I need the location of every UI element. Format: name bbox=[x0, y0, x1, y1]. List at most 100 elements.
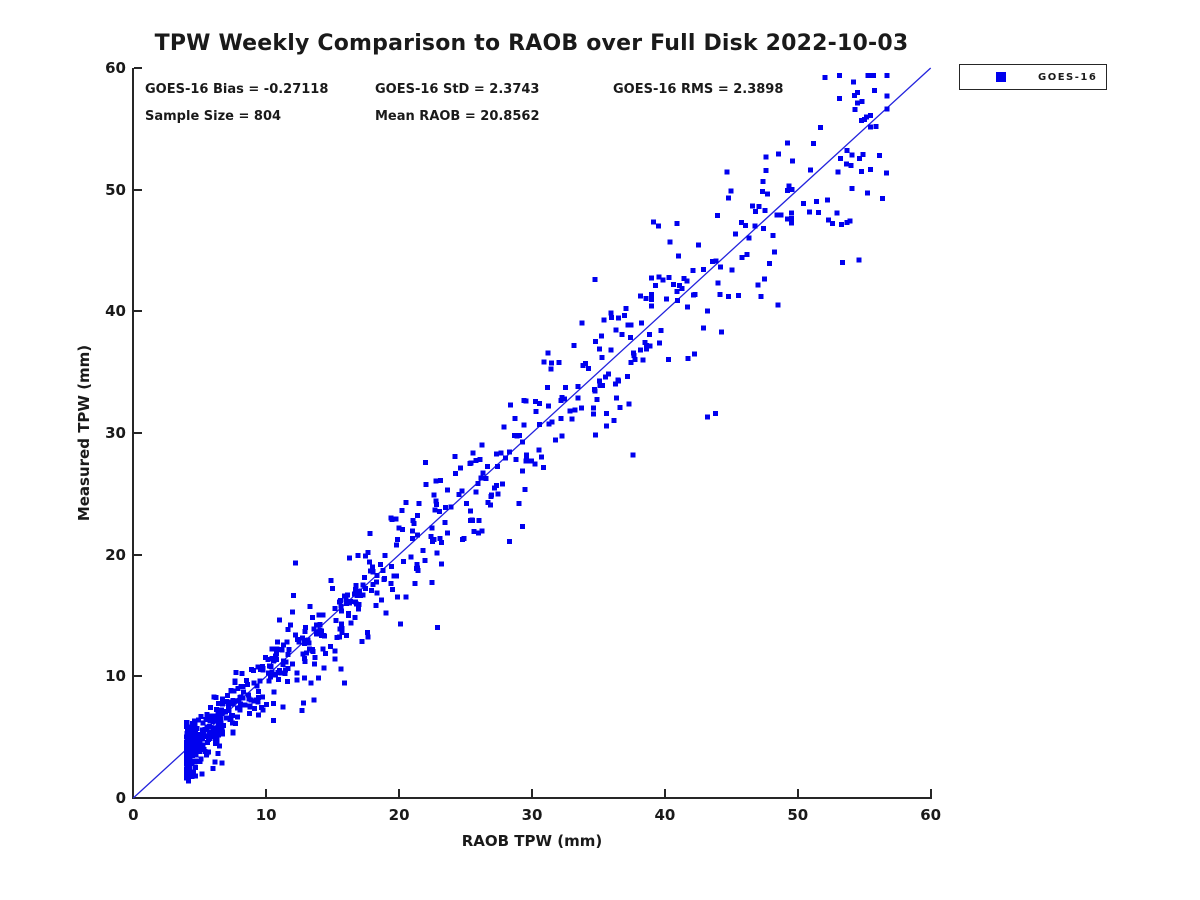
scatter-point bbox=[321, 633, 327, 639]
scatter-point bbox=[393, 542, 399, 548]
scatter-point bbox=[867, 124, 873, 130]
scatter-point bbox=[647, 343, 653, 349]
scatter-point bbox=[232, 721, 238, 727]
scatter-point bbox=[290, 592, 296, 598]
scatter-point bbox=[476, 530, 481, 536]
scatter-point bbox=[506, 538, 512, 544]
scatter-point bbox=[370, 564, 375, 570]
scatter-point bbox=[614, 395, 620, 401]
scatter-point bbox=[306, 640, 312, 646]
x-tick-mark bbox=[663, 789, 666, 797]
scatter-point bbox=[309, 615, 315, 620]
scatter-point bbox=[537, 422, 543, 428]
x-tick-label: 50 bbox=[787, 806, 809, 824]
scatter-point bbox=[868, 113, 873, 119]
scatter-point bbox=[638, 293, 644, 299]
scatter-point bbox=[884, 93, 890, 99]
scatter-point bbox=[789, 220, 794, 226]
scatter-point bbox=[546, 403, 552, 409]
x-tick-label: 60 bbox=[920, 806, 942, 824]
scatter-point bbox=[434, 550, 440, 556]
scatter-point bbox=[257, 678, 263, 684]
scatter-point bbox=[643, 296, 649, 301]
scatter-point bbox=[216, 732, 222, 738]
scatter-point bbox=[401, 559, 407, 564]
scatter-point bbox=[837, 155, 843, 161]
scatter-point bbox=[816, 209, 822, 215]
scatter-point bbox=[191, 769, 197, 775]
scatter-point bbox=[204, 740, 210, 746]
scatter-point bbox=[548, 366, 554, 372]
scatter-point bbox=[605, 371, 611, 377]
scatter-point bbox=[310, 648, 316, 654]
scatter-point bbox=[597, 346, 602, 352]
scatter-point bbox=[553, 437, 559, 443]
scatter-point bbox=[558, 416, 564, 421]
scatter-point bbox=[657, 340, 663, 346]
scatter-point bbox=[643, 346, 649, 352]
scatter-point bbox=[516, 500, 522, 506]
scatter-point bbox=[312, 655, 318, 660]
x-tick-mark bbox=[265, 789, 268, 797]
scatter-point bbox=[868, 167, 874, 173]
scatter-point bbox=[603, 374, 609, 380]
scatter-point bbox=[190, 733, 196, 739]
scatter-point bbox=[193, 752, 199, 758]
scatter-point bbox=[360, 592, 366, 598]
scatter-point bbox=[284, 639, 290, 645]
scatter-point bbox=[710, 259, 715, 264]
stat-sample: Sample Size = 804 bbox=[145, 109, 282, 124]
scatter-point bbox=[537, 401, 543, 407]
scatter-point bbox=[556, 359, 562, 365]
scatter-point bbox=[582, 361, 588, 367]
scatter-point bbox=[304, 650, 310, 656]
scatter-point bbox=[756, 203, 762, 209]
scatter-point bbox=[346, 611, 352, 617]
scatter-point bbox=[763, 154, 769, 160]
scatter-point bbox=[271, 658, 277, 663]
scatter-point bbox=[755, 282, 761, 288]
scatter-point bbox=[370, 582, 376, 587]
scatter-point bbox=[468, 518, 474, 524]
scatter-point bbox=[593, 432, 598, 438]
scatter-point bbox=[664, 296, 670, 302]
scatter-point bbox=[357, 592, 363, 598]
scatter-point bbox=[862, 116, 868, 122]
scatter-point bbox=[436, 509, 442, 515]
scatter-point bbox=[579, 320, 585, 326]
scatter-point bbox=[507, 402, 513, 408]
scatter-point bbox=[488, 502, 494, 508]
scatter-point bbox=[713, 258, 719, 264]
scatter-point bbox=[649, 297, 655, 303]
scatter-point bbox=[299, 708, 305, 714]
scatter-point bbox=[483, 476, 489, 482]
stat-rms: GOES-16 RMS = 2.3898 bbox=[613, 82, 784, 97]
scatter-point bbox=[283, 659, 289, 665]
scatter-point bbox=[563, 384, 569, 390]
scatter-point bbox=[476, 518, 482, 524]
y-tick-mark bbox=[134, 797, 142, 799]
scatter-point bbox=[593, 339, 599, 345]
scatter-point bbox=[859, 117, 865, 123]
scatter-point bbox=[217, 721, 223, 727]
scatter-point bbox=[444, 530, 450, 536]
scatter-point bbox=[403, 594, 409, 600]
scatter-point bbox=[184, 723, 189, 729]
y-tick-label: 20 bbox=[105, 545, 126, 564]
scatter-point bbox=[212, 713, 218, 719]
scatter-point bbox=[339, 623, 345, 629]
scatter-point bbox=[666, 275, 672, 281]
scatter-point bbox=[778, 212, 784, 218]
scatter-point bbox=[586, 365, 592, 371]
scatter-point bbox=[192, 748, 198, 754]
scatter-point bbox=[870, 72, 876, 78]
scatter-point bbox=[360, 582, 366, 588]
scatter-point bbox=[739, 255, 745, 261]
y-tick-label: 30 bbox=[105, 424, 126, 442]
scatter-point bbox=[866, 72, 872, 78]
scatter-point bbox=[356, 588, 362, 594]
scatter-point bbox=[221, 709, 227, 714]
scatter-point bbox=[327, 644, 333, 650]
scatter-point bbox=[840, 260, 846, 265]
